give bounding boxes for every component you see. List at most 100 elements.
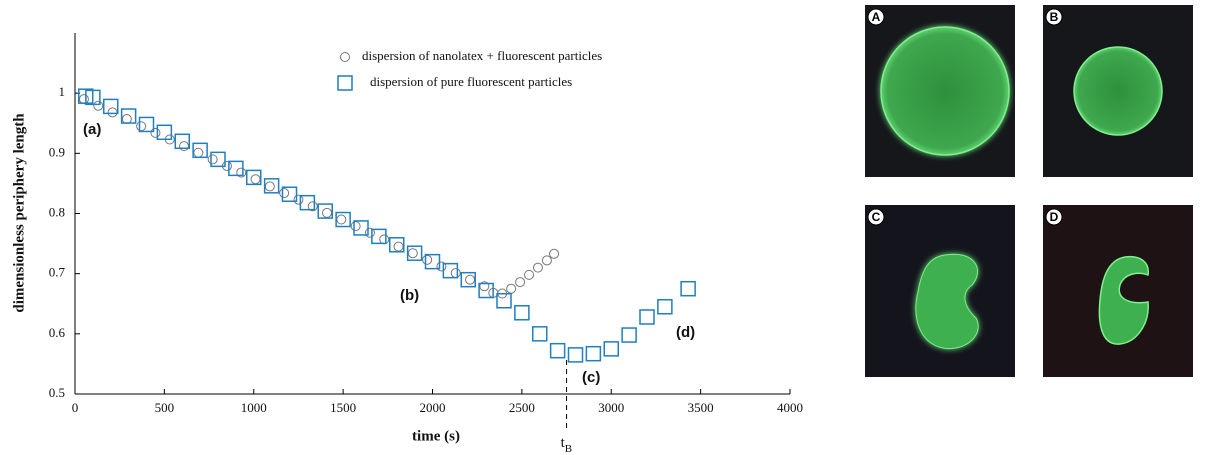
y-tick-label: 0.7 [49, 265, 66, 280]
point [567, 347, 584, 363]
point [279, 188, 290, 199]
point [541, 255, 552, 266]
point [450, 268, 461, 279]
annotation: (d) [676, 324, 695, 341]
point [138, 116, 155, 133]
point [364, 227, 375, 238]
point [621, 327, 637, 343]
point [336, 214, 347, 225]
annotation: (c) [582, 369, 600, 386]
x-tick-label: 1500 [330, 400, 356, 415]
point [93, 100, 104, 111]
point [228, 160, 244, 177]
point [657, 299, 673, 315]
x-tick-label: 500 [155, 400, 175, 415]
x-tick-label: 2500 [509, 400, 535, 415]
legend-label: dispersion of nanolatex + fluorescent pa… [362, 48, 602, 63]
annotation: (b) [400, 287, 419, 304]
point [639, 309, 655, 325]
point [406, 245, 423, 261]
point [371, 228, 387, 245]
point [549, 248, 560, 259]
marker-label-main: t [561, 435, 566, 451]
photo-panels: A B C D [865, 5, 1193, 377]
point [389, 237, 405, 253]
point [103, 98, 119, 115]
point [496, 292, 512, 309]
panel-badge [867, 8, 885, 26]
point [350, 221, 361, 232]
point [532, 262, 543, 273]
panel-label: D [1050, 210, 1059, 224]
point [107, 107, 118, 118]
point [436, 261, 447, 272]
droplet [915, 253, 979, 350]
x-tick-label: 3500 [688, 400, 714, 415]
point [156, 124, 173, 141]
point [281, 186, 298, 202]
point [264, 181, 275, 192]
legend-label: dispersion of pure fluorescent particles [370, 74, 572, 89]
point [85, 89, 101, 106]
point [335, 211, 351, 228]
x-tick-label: 0 [72, 400, 79, 415]
y-tick-label: 0.5 [49, 385, 65, 400]
point [460, 271, 476, 288]
point [515, 277, 526, 288]
point [680, 280, 696, 297]
point [603, 341, 619, 357]
point [322, 207, 333, 218]
point [293, 194, 304, 205]
point [250, 174, 261, 185]
point [353, 220, 369, 236]
point [120, 108, 137, 124]
point [263, 178, 280, 194]
point [210, 151, 226, 168]
legend-marker [337, 75, 353, 91]
panel-label: A [872, 10, 881, 24]
panel-badge [867, 208, 885, 226]
legend-marker [340, 52, 350, 62]
panel-label: C [872, 210, 881, 224]
point [193, 147, 204, 158]
point [407, 248, 418, 259]
point [150, 127, 161, 138]
x-tick-label: 2000 [420, 400, 446, 415]
point [78, 94, 89, 105]
point [442, 262, 459, 279]
point [549, 342, 566, 359]
point [465, 274, 476, 285]
point [207, 154, 218, 165]
point [422, 254, 433, 265]
point [179, 141, 190, 152]
x-tick-label: 3000 [598, 400, 624, 415]
point [514, 305, 530, 321]
point [136, 121, 147, 132]
point [121, 114, 132, 125]
point [585, 345, 602, 362]
point [299, 194, 316, 211]
y-axis-label: dimensionless periphery length [11, 113, 27, 313]
y-tick-label: 0.6 [49, 325, 66, 340]
point [506, 283, 517, 294]
x-axis-label: time (s) [412, 428, 460, 444]
y-tick-label: 0.8 [49, 204, 65, 219]
point [478, 282, 494, 299]
point [307, 201, 318, 212]
marker-label-sub: B [565, 443, 572, 455]
y-tick-label: 1 [59, 84, 66, 99]
point [192, 142, 208, 159]
panel-label: B [1050, 10, 1059, 24]
point [317, 203, 333, 219]
annotation: (a) [83, 121, 101, 138]
x-tick-label: 1000 [241, 400, 267, 415]
droplet [880, 26, 1010, 156]
point [379, 234, 390, 245]
point [424, 253, 441, 270]
point [174, 133, 190, 150]
droplet [1098, 255, 1149, 345]
y-tick-label: 0.9 [49, 144, 65, 159]
point [524, 269, 535, 280]
point [236, 167, 247, 178]
